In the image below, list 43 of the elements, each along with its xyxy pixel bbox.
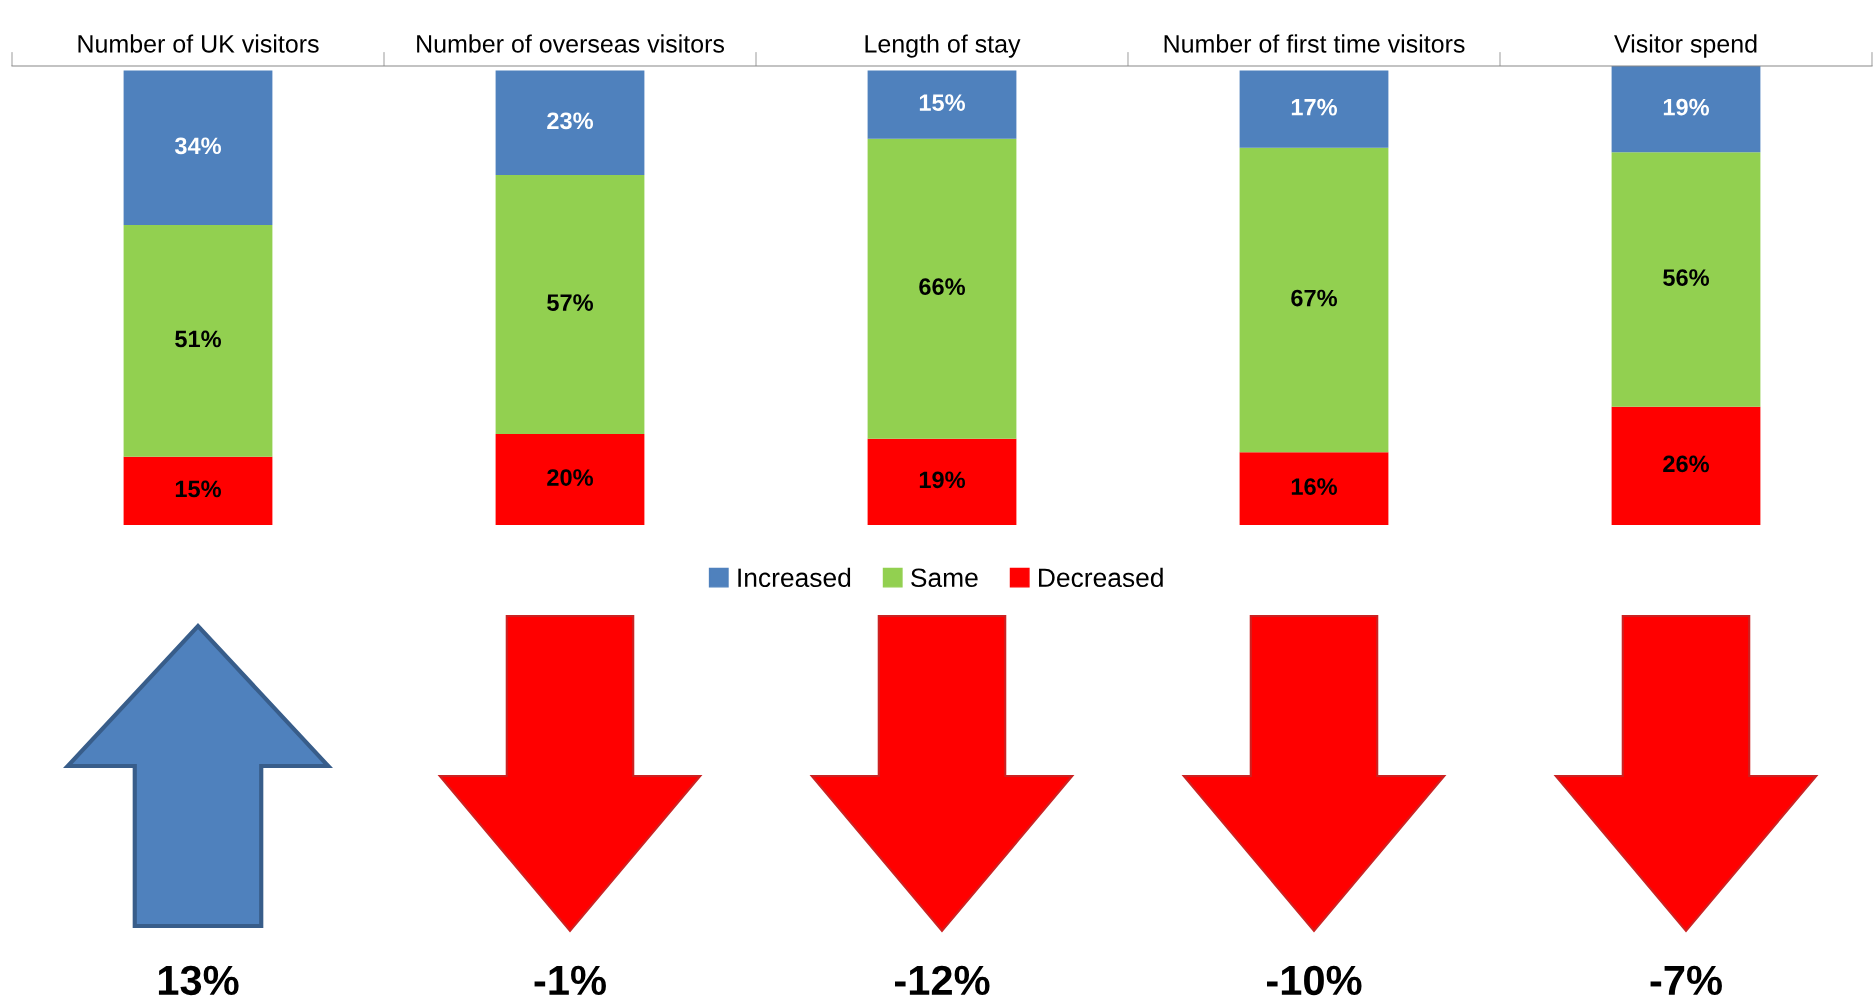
legend-label: Increased [738, 567, 851, 588]
text: -1% [534, 965, 606, 996]
data-label: 20% [547, 469, 594, 486]
data-label: 19% [919, 471, 966, 489]
bar [495, 70, 645, 176]
data-label: 23% [547, 112, 594, 130]
data-label: 34% [174, 137, 222, 155]
x-tick-label: Visitor spend [1614, 34, 1757, 58]
x-tick-label: Number of overseas visitors [417, 34, 725, 53]
data-label: 67% [1291, 289, 1338, 307]
text: -7% [1650, 965, 1722, 996]
data-label: 17% [1291, 98, 1338, 116]
x-tick-label: Number of first time visitors [1164, 34, 1465, 53]
legend-label: Same [911, 568, 978, 588]
bar [1239, 147, 1389, 453]
x-tick-label: Number of UK visitors [78, 34, 319, 53]
bar [123, 70, 273, 226]
legend-label: Decreased [1039, 567, 1163, 588]
bar [1611, 406, 1761, 525]
text: 13% [158, 965, 239, 996]
data-label: 51% [175, 330, 222, 348]
data-label: 15% [919, 94, 966, 111]
bar [867, 70, 1017, 139]
bar [123, 225, 273, 457]
data-label: 19% [1663, 98, 1710, 116]
text: -10% [1266, 965, 1362, 996]
bar [1239, 452, 1389, 525]
data-label: 66% [919, 278, 966, 296]
data-label: 15% [175, 480, 222, 498]
bar [1611, 66, 1761, 153]
data-label: 56% [1663, 269, 1710, 286]
text: -12% [894, 965, 990, 996]
bar [495, 434, 645, 525]
bar [867, 138, 1017, 439]
data-label: 57% [547, 294, 594, 311]
x-tick-label: Length of stay [865, 34, 1021, 58]
bar [1611, 152, 1761, 407]
bar [123, 456, 273, 525]
data-label: 26% [1663, 455, 1710, 473]
bar [495, 175, 645, 435]
bar [867, 438, 1017, 525]
bar [1239, 70, 1389, 148]
data-label: 16% [1291, 478, 1338, 495]
